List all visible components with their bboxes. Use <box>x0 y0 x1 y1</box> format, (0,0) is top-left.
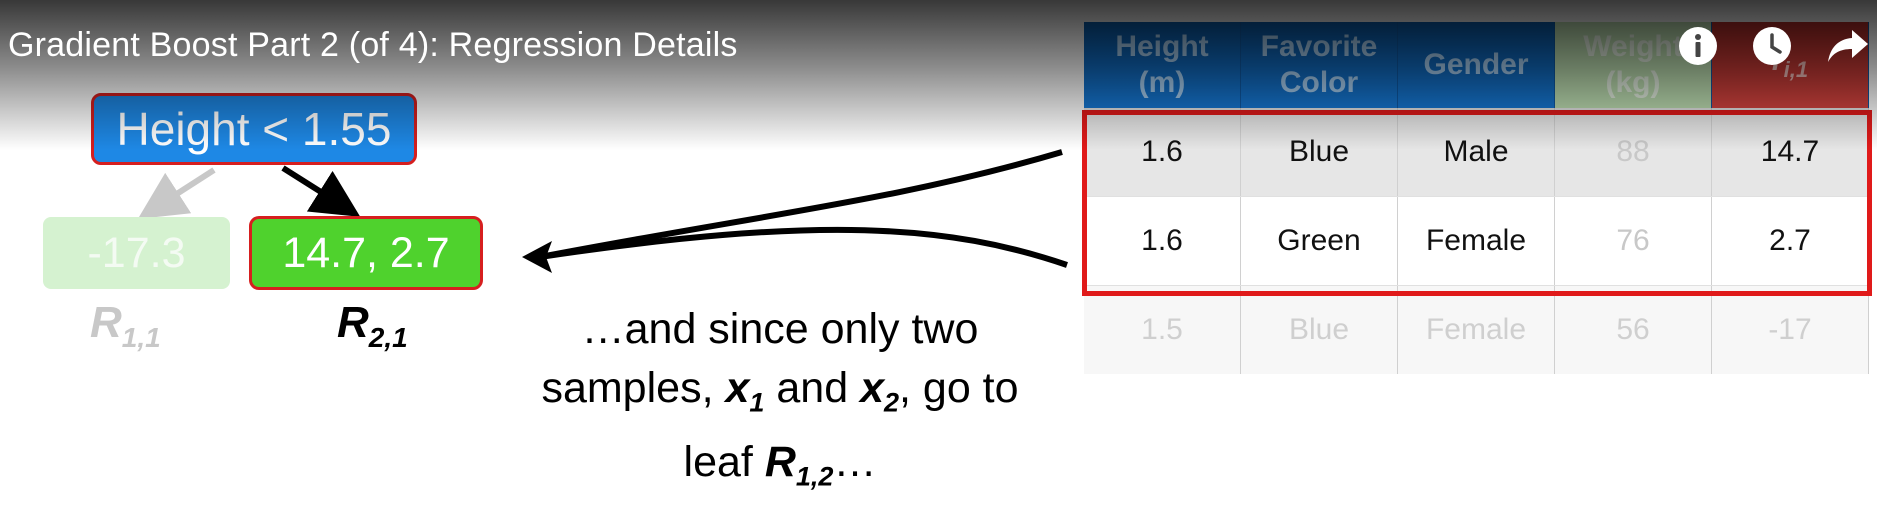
caption-line-2: samples, x1 and x2, go to <box>541 364 1019 418</box>
cell-favorite-color: Green <box>1240 196 1398 286</box>
table-row: 1.6 Blue Male 88 14.7 <box>1084 108 1869 197</box>
training-data-table: Height (m) Favorite Color Gender Weight (kg… <box>1084 22 1869 374</box>
cell-weight: 56 <box>1554 285 1712 374</box>
header-favorite-color: Favorite Color <box>1240 22 1398 108</box>
share-button[interactable] <box>1826 24 1870 68</box>
share-icon <box>1828 30 1868 62</box>
header-height: Height (m) <box>1084 22 1241 108</box>
leaf-label-left: R1,1 <box>90 298 161 353</box>
cell-gender: Male <box>1397 108 1555 197</box>
watch-later-button[interactable] <box>1750 24 1794 68</box>
header-gender: Gender <box>1397 22 1555 108</box>
cell-weight: 88 <box>1554 108 1712 197</box>
cell-residual: 2.7 <box>1711 196 1869 286</box>
watch-later-icon <box>1753 27 1791 65</box>
info-button[interactable] <box>1676 24 1720 68</box>
cell-height: 1.5 <box>1084 285 1241 374</box>
cell-weight: 76 <box>1554 196 1712 286</box>
caption-line-3: leaf R1,2… <box>683 437 877 492</box>
info-icon <box>1679 27 1717 65</box>
cell-residual: 14.7 <box>1711 108 1869 197</box>
cell-favorite-color: Blue <box>1240 108 1398 197</box>
tree-leaf-right: 14.7, 2.7 <box>249 216 483 290</box>
table-row: 1.6 Green Female 76 2.7 <box>1084 196 1869 286</box>
cell-height: 1.6 <box>1084 196 1241 286</box>
tree-root-node: Height < 1.55 <box>91 93 417 165</box>
video-title[interactable]: Gradient Boost Part 2 (of 4): Regression… <box>8 26 738 64</box>
cell-height: 1.6 <box>1084 108 1241 197</box>
edge-to-left-leaf <box>137 167 216 219</box>
arrow-from-row-1 <box>539 149 1063 260</box>
cell-residual: -17 <box>1711 285 1869 374</box>
table-row: 1.5 Blue Female 56 -17 <box>1084 285 1869 374</box>
arrow-from-row-2 <box>539 226 1068 268</box>
tree-leaf-left: -17.3 <box>43 217 230 289</box>
narration-caption: …and since only two samples, x1 and x2, … <box>490 300 1070 506</box>
edge-to-right-leaf <box>281 165 361 217</box>
cell-favorite-color: Blue <box>1240 285 1398 374</box>
arrowhead-to-leaf <box>522 241 552 273</box>
leaf-label-right: R2,1 <box>337 298 408 353</box>
cell-gender: Female <box>1397 285 1555 374</box>
caption-line-1: …and since only two <box>581 305 979 353</box>
cell-gender: Female <box>1397 196 1555 286</box>
